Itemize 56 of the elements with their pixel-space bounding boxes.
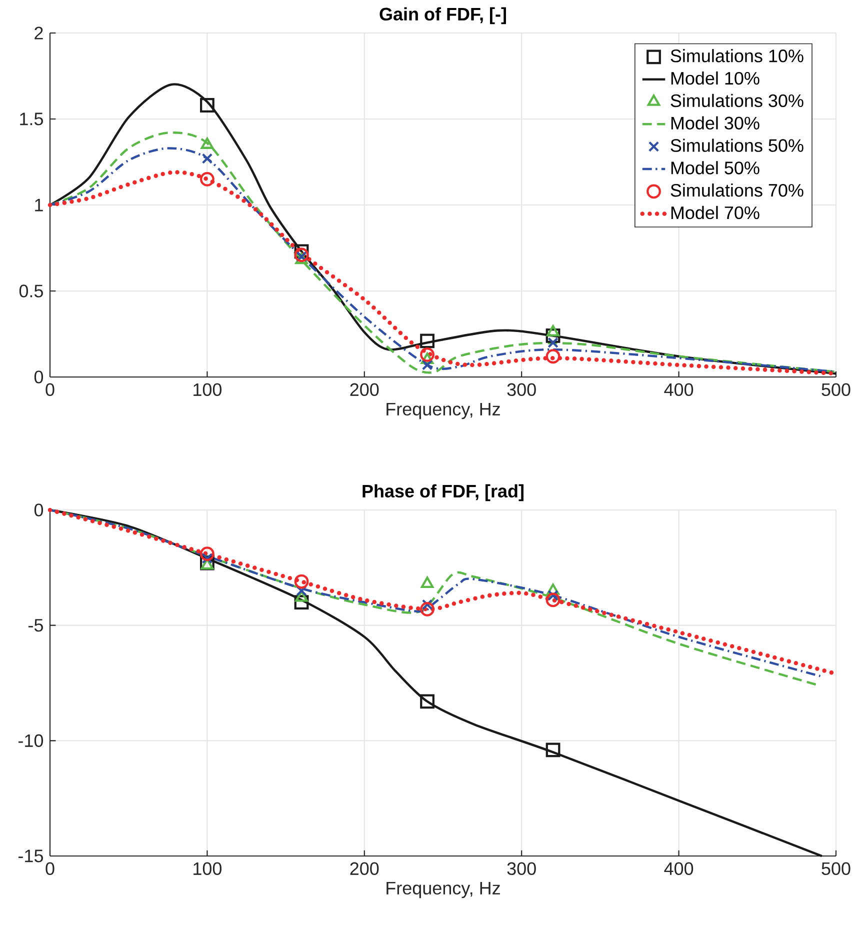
y-tick-label: -5 xyxy=(28,619,43,632)
y-tick-label: -10 xyxy=(18,734,44,748)
x-tick-label: 200 xyxy=(350,383,379,396)
y-tick-label: 0.5 xyxy=(19,284,43,298)
point xyxy=(420,576,434,588)
point xyxy=(294,574,309,589)
point xyxy=(422,599,433,610)
y-tick-label: 1 xyxy=(35,198,43,212)
x-tick-label: 400 xyxy=(664,862,694,876)
legend-label: Simulations 10% xyxy=(670,49,804,62)
chart-title: Phase of FDF, [rad] xyxy=(362,484,524,502)
point xyxy=(548,337,558,348)
point xyxy=(200,98,214,112)
point xyxy=(420,694,434,709)
point xyxy=(294,595,309,610)
point xyxy=(200,546,214,562)
y-tick-label: 0 xyxy=(34,370,44,384)
x-tick-label: 200 xyxy=(350,862,379,876)
chart-title: Gain of FDF, [-] xyxy=(380,7,506,24)
x-axis-title: Frequency, Hz xyxy=(386,882,500,898)
y-tick-label: 0 xyxy=(34,504,44,516)
point xyxy=(202,553,213,564)
point xyxy=(546,584,560,595)
legend-label: Simulations 30% xyxy=(670,94,804,108)
x-tick-label: 0 xyxy=(46,383,54,396)
y-tick-label: 1.5 xyxy=(20,112,43,126)
y-tick-label: -15 xyxy=(18,850,43,862)
legend-label: Model 30% xyxy=(671,116,760,130)
x-axis-title: Frequency, Hz xyxy=(386,402,500,420)
x-tick-label: 100 xyxy=(194,862,222,876)
x-tick-label: 500 xyxy=(822,862,850,876)
legend-label: Simulations 50% xyxy=(670,138,804,152)
legend-label: Simulations 70% xyxy=(670,184,804,197)
y-tick-label: 2 xyxy=(34,26,43,40)
point xyxy=(420,334,434,348)
point xyxy=(546,349,560,364)
x-tick-label: 300 xyxy=(507,862,536,876)
x-tick-label: 300 xyxy=(507,383,536,396)
point xyxy=(420,602,434,616)
point xyxy=(294,248,309,262)
x-tick-label: 100 xyxy=(194,383,222,396)
x-tick-label: 500 xyxy=(822,383,850,396)
point xyxy=(546,592,560,608)
point xyxy=(296,585,307,596)
point xyxy=(420,347,434,362)
point xyxy=(200,172,214,186)
point xyxy=(294,244,309,259)
point xyxy=(202,153,213,164)
point xyxy=(546,742,560,758)
legend-label: Model 10% xyxy=(671,71,760,85)
point xyxy=(546,328,560,343)
legend-label: Model 50% xyxy=(671,161,760,174)
point xyxy=(422,360,433,370)
x-tick-label: 0 xyxy=(46,862,54,876)
x-tick-label: 400 xyxy=(664,383,694,396)
legend-label: Model 70% xyxy=(671,206,760,220)
